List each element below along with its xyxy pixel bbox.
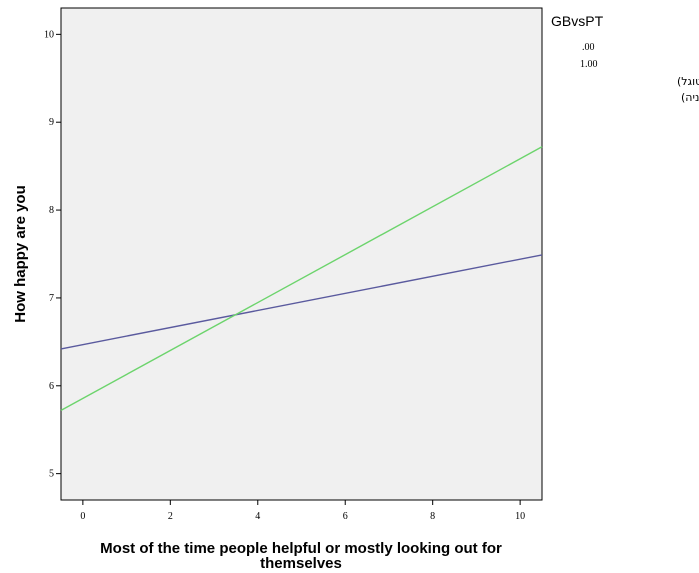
series-line-0 (60, 254, 543, 350)
x-tick-label-2: 4 (255, 511, 260, 522)
x-tick-label-4: 8 (430, 511, 435, 522)
x-tick-label-3: 6 (343, 511, 348, 522)
x-axis: 0 2 4 6 8 10 (80, 500, 525, 522)
legend-title: GBvsPT (551, 13, 604, 29)
plot-area (60, 7, 543, 501)
x-axis-title-line-2: themselves (260, 555, 342, 572)
y-tick-label-3: 8 (49, 205, 54, 216)
legend-label-0: קולקטיביסטים (פורטוגל) (677, 75, 699, 88)
y-axis: 5 6 7 8 9 10 (44, 29, 61, 480)
y-tick-label-1: 6 (49, 381, 54, 392)
legend-value-1: 1.00 (580, 59, 598, 70)
x-tick-label-0: 0 (80, 511, 85, 522)
series-line-1 (60, 146, 543, 412)
legend-value-0: .00 (582, 42, 595, 53)
x-tick-label-1: 2 (168, 511, 173, 522)
y-tick-label-5: 10 (44, 29, 54, 40)
y-tick-label-4: 9 (49, 117, 54, 128)
legend: GBvsPT .00 1.00 קולקטיביסטים (פורטוגל) א… (551, 13, 699, 104)
y-tick-label-0: 5 (49, 469, 54, 480)
x-tick-label-5: 10 (515, 511, 525, 522)
y-tick-label-2: 7 (49, 293, 54, 304)
y-axis-title: How happy are you (12, 185, 29, 323)
x-axis-title-line-1: Most of the time people helpful or mostl… (100, 540, 502, 557)
series-lines (60, 146, 543, 412)
legend-label-1: אינדיבידואליסטים (בריטניה) (681, 91, 699, 104)
